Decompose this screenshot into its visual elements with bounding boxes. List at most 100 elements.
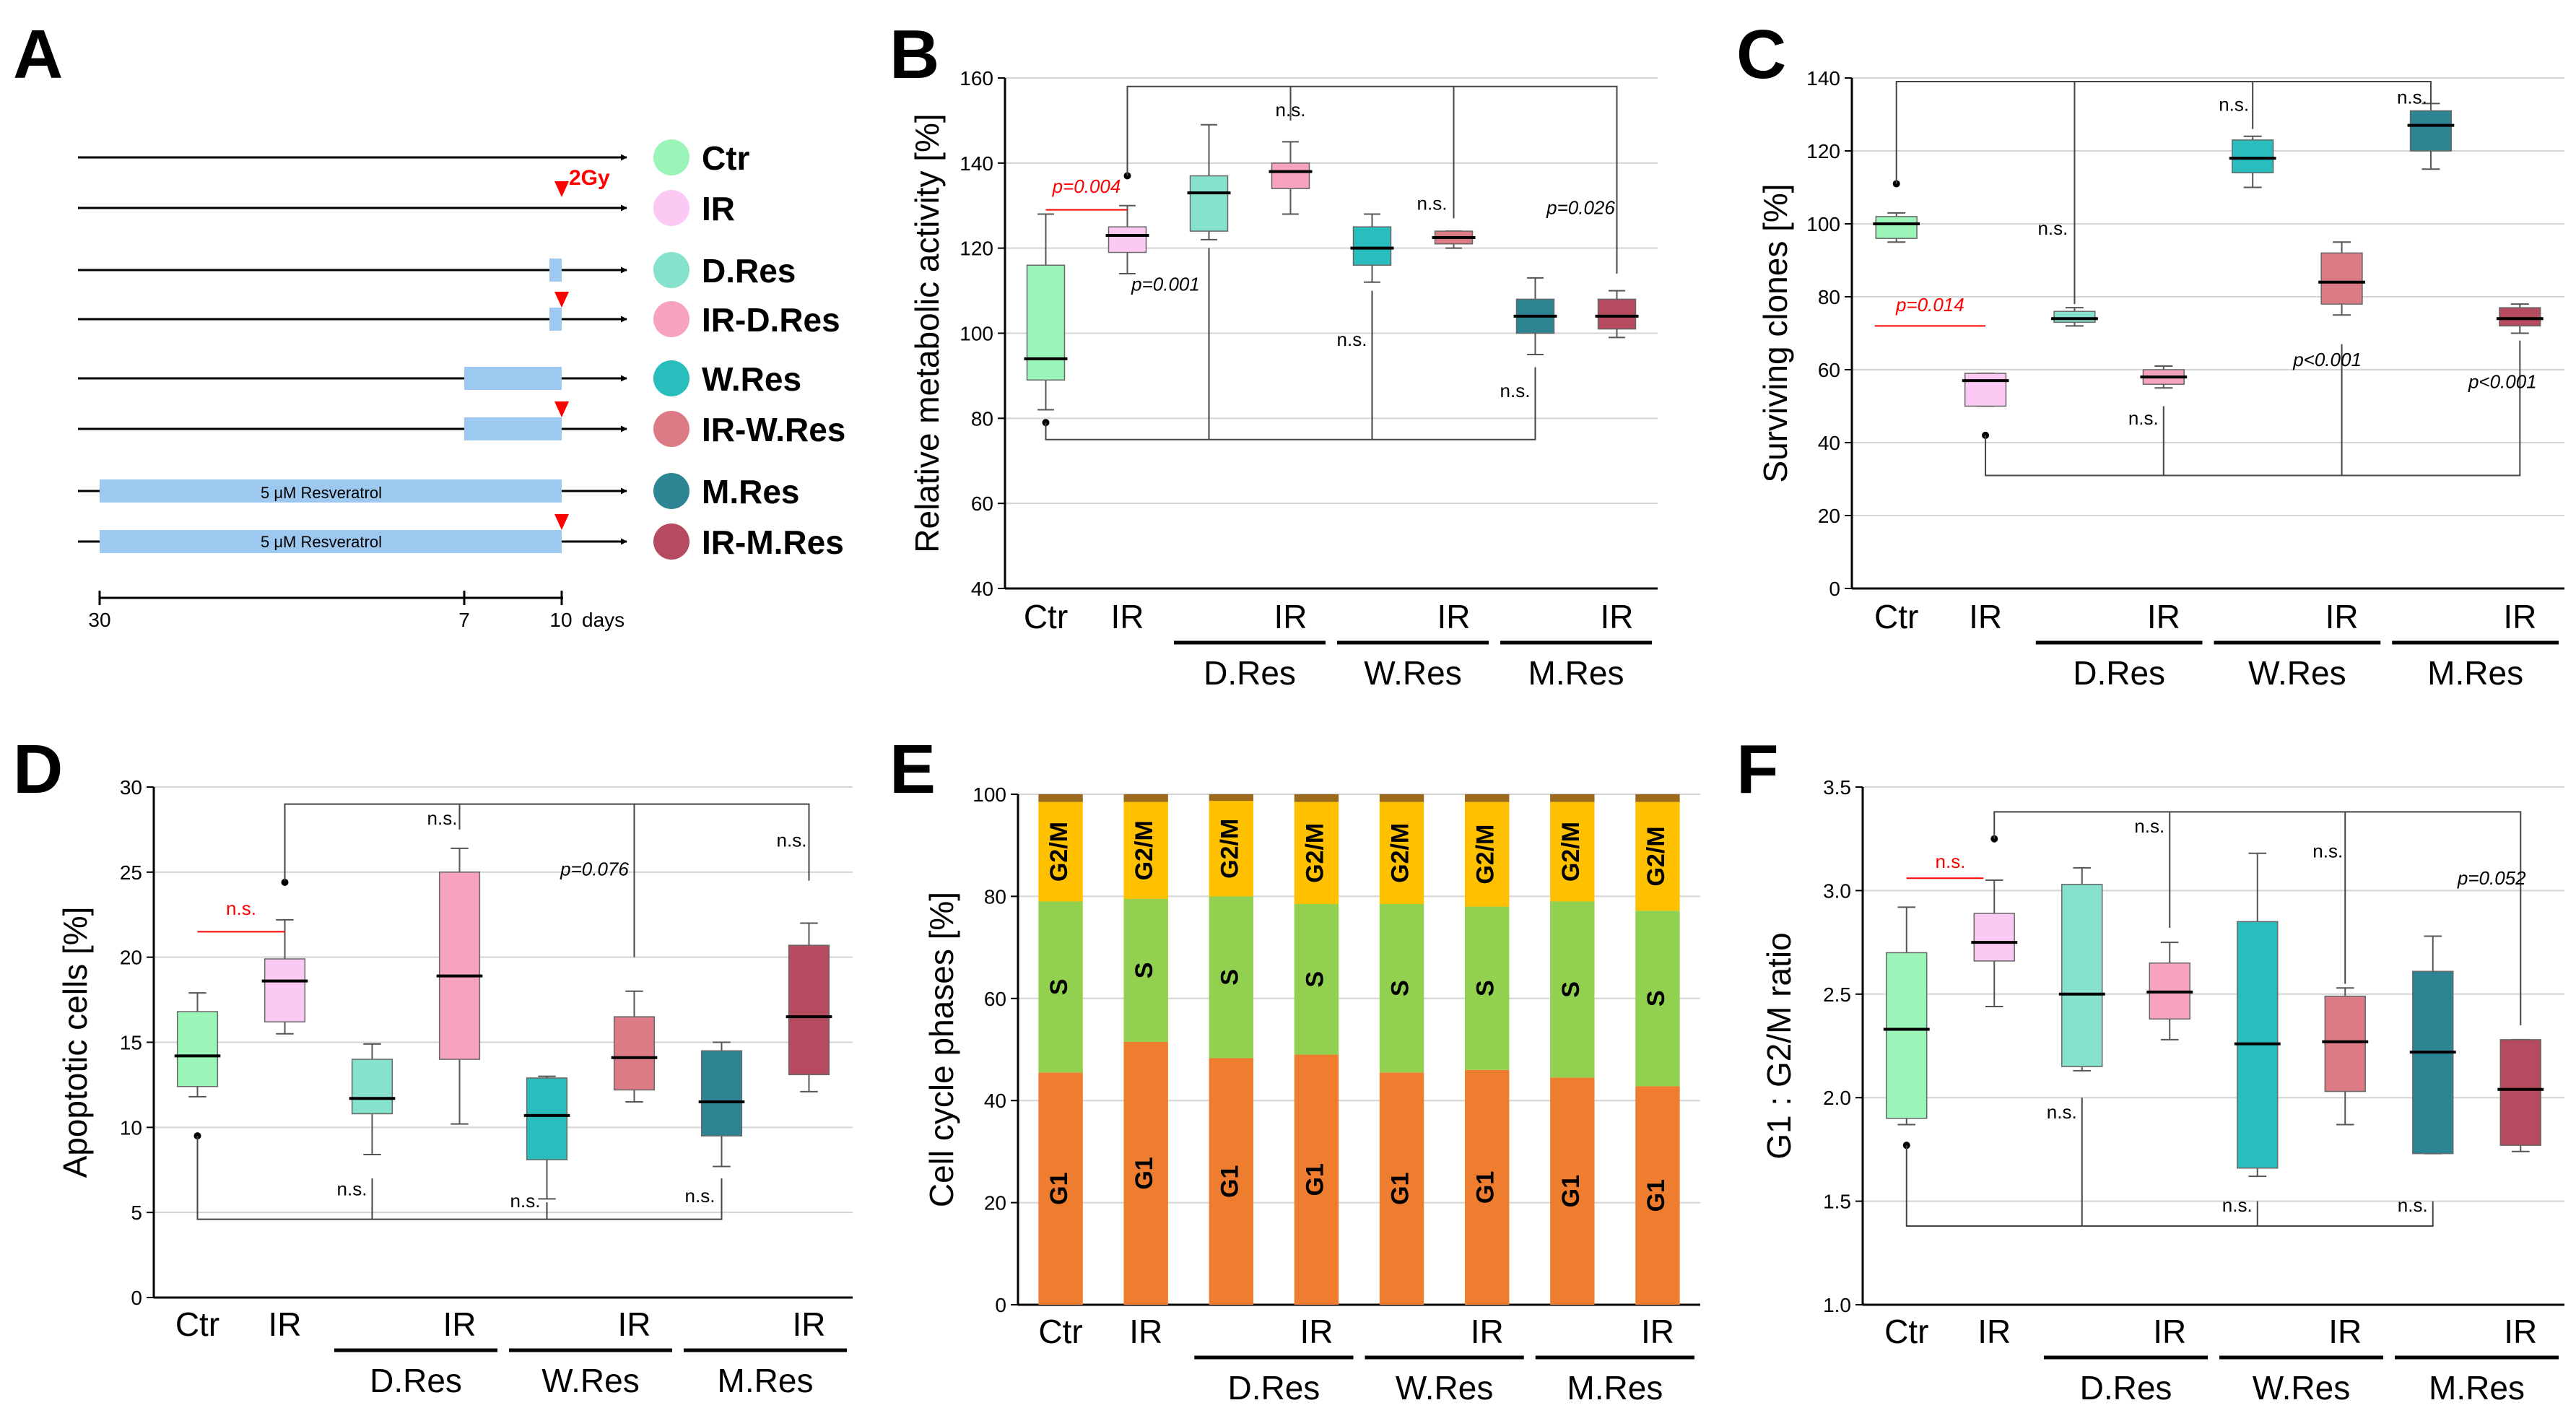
x-tick-label: IR bbox=[1601, 598, 1634, 635]
legend-label: IR-W.Res bbox=[702, 411, 845, 448]
y-tick-label: 60 bbox=[984, 988, 1006, 1010]
x-tick-label: IR bbox=[443, 1305, 477, 1343]
box-mres bbox=[698, 1041, 745, 1168]
significance-label: n.s. bbox=[685, 1185, 715, 1207]
box-ir bbox=[261, 878, 308, 1035]
segment-label: G1 bbox=[1557, 1175, 1585, 1207]
significance-label: n.s. bbox=[1417, 193, 1448, 214]
box-ir bbox=[1962, 373, 2009, 439]
x-tick-label: IR bbox=[2503, 598, 2536, 635]
y-tick-label: 15 bbox=[120, 1032, 142, 1054]
stacked-segment-g2m bbox=[1123, 801, 1168, 899]
significance-label: n.s. bbox=[427, 807, 458, 829]
significance-label: p=0.052 bbox=[2457, 867, 2526, 889]
y-tick-label: 2.0 bbox=[1823, 1087, 1851, 1109]
box-ctr bbox=[174, 992, 221, 1140]
group-label: M.Res bbox=[1567, 1369, 1663, 1407]
significance-bracket bbox=[1895, 81, 2432, 184]
box-iqr bbox=[1886, 952, 1928, 1119]
x-tick-label: IR bbox=[2325, 598, 2359, 635]
y-tick-label: 5 bbox=[131, 1201, 142, 1224]
box-mres bbox=[1513, 277, 1557, 355]
box-dres bbox=[1187, 123, 1231, 240]
box-iqr bbox=[2232, 139, 2274, 174]
legend-label: IR bbox=[702, 190, 735, 227]
y-tick-label: 20 bbox=[984, 1192, 1006, 1214]
y-tick-label: 80 bbox=[984, 885, 1006, 908]
group-label: D.Res bbox=[370, 1362, 462, 1399]
significance-label: n.s. bbox=[1500, 380, 1531, 401]
panel-a-timeline: A Ctr IR D.Res IR-D.Res W.Res IR-W.Res M.Res IR… bbox=[13, 16, 845, 631]
segment-label: G1 bbox=[1045, 1172, 1073, 1204]
time-axis-label-10: 10 bbox=[549, 609, 572, 631]
legend-dot bbox=[653, 252, 689, 288]
y-tick-label: 40 bbox=[971, 578, 993, 600]
panel-e-letter: E bbox=[889, 731, 936, 808]
box-iqr bbox=[1108, 226, 1147, 253]
y-axis-title: G1 : G2/M ratio bbox=[1760, 932, 1798, 1159]
segment-label: S bbox=[1045, 979, 1073, 996]
stacked-segment-g2m bbox=[1038, 801, 1083, 902]
stacked-segment-g1 bbox=[1635, 1086, 1680, 1305]
significance-label: p=0.001 bbox=[1131, 274, 1200, 295]
significance-label: p<0.001 bbox=[2468, 370, 2537, 392]
box-ir-dres bbox=[1269, 141, 1313, 215]
box-iqr bbox=[2409, 110, 2453, 152]
stacked-segment-top bbox=[1123, 794, 1168, 802]
group-label: M.Res bbox=[718, 1362, 814, 1399]
irradiation-marker bbox=[554, 514, 569, 530]
group-label: D.Res bbox=[2073, 654, 2165, 692]
y-tick-label: 25 bbox=[120, 861, 142, 884]
stacked-segment-g2m bbox=[1209, 801, 1254, 897]
group-label: M.Res bbox=[2429, 1369, 2525, 1407]
x-tick-label: IR bbox=[2153, 1313, 2186, 1350]
box-ir-mres bbox=[2497, 1038, 2544, 1152]
group-label: D.Res bbox=[1204, 654, 1296, 692]
box-mres bbox=[2409, 935, 2456, 1155]
box-iqr bbox=[1189, 175, 1229, 232]
panel-a-letter: A bbox=[13, 16, 63, 93]
box-iqr bbox=[438, 872, 481, 1060]
stacked-segment-g2m bbox=[1550, 801, 1595, 902]
y-tick-label: 80 bbox=[1818, 286, 1840, 308]
y-tick-label: 140 bbox=[1806, 67, 1840, 90]
stacked-segment-g1 bbox=[1123, 1041, 1168, 1305]
significance-bracket bbox=[284, 803, 810, 881]
legend-dot bbox=[653, 473, 689, 509]
significance-label: n.s. bbox=[2397, 86, 2427, 108]
segment-label: G2/M bbox=[1045, 822, 1073, 882]
significance-label: n.s. bbox=[510, 1190, 541, 1212]
panel-f-g1-g2m-ratio: F 1.0 1.5 2.0 2.5 3.0 3.5 G1 : G2/M ratio Ctr IR… bbox=[1736, 731, 2564, 1407]
stacked-segment-g1 bbox=[1550, 1077, 1595, 1305]
segment-label: G1 bbox=[1216, 1165, 1243, 1198]
box-dres bbox=[2058, 866, 2105, 1072]
resveratrol-label-m-res: 5 μM Resveratrol bbox=[261, 484, 382, 502]
group-label: W.Res bbox=[1396, 1369, 1493, 1407]
stacked-segment-s bbox=[1209, 896, 1254, 1059]
group-label: M.Res bbox=[2427, 654, 2523, 692]
group-label: W.Res bbox=[1364, 654, 1461, 692]
box-ir bbox=[1105, 172, 1149, 275]
segment-label: G2/M bbox=[1387, 823, 1414, 883]
box-iqr bbox=[788, 944, 830, 1076]
y-tick-label: 1.0 bbox=[1823, 1294, 1851, 1316]
x-tick-label: IR bbox=[618, 1305, 651, 1343]
significance-bracket bbox=[1993, 811, 2522, 1025]
segment-label: G2/M bbox=[1557, 822, 1585, 882]
stacked-segment-s bbox=[1379, 904, 1424, 1073]
significance-bracket bbox=[1126, 85, 1618, 274]
box-iqr bbox=[1026, 264, 1066, 381]
y-tick-label: 60 bbox=[1818, 359, 1840, 381]
legend-label: IR-D.Res bbox=[702, 301, 840, 339]
significance-label: n.s. bbox=[2398, 1194, 2428, 1216]
box-wres bbox=[523, 1075, 570, 1200]
stacked-segment-top bbox=[1209, 794, 1254, 801]
y-tick-label: 40 bbox=[1818, 432, 1840, 454]
stacked-segment-g1 bbox=[1379, 1072, 1424, 1305]
segment-label: S bbox=[1557, 981, 1585, 998]
x-tick-label: IR bbox=[2328, 1313, 2362, 1350]
resveratrol-bar bbox=[549, 258, 562, 282]
segment-label: S bbox=[1216, 969, 1243, 986]
box-iqr bbox=[613, 1016, 656, 1091]
box-iqr bbox=[2324, 995, 2366, 1092]
